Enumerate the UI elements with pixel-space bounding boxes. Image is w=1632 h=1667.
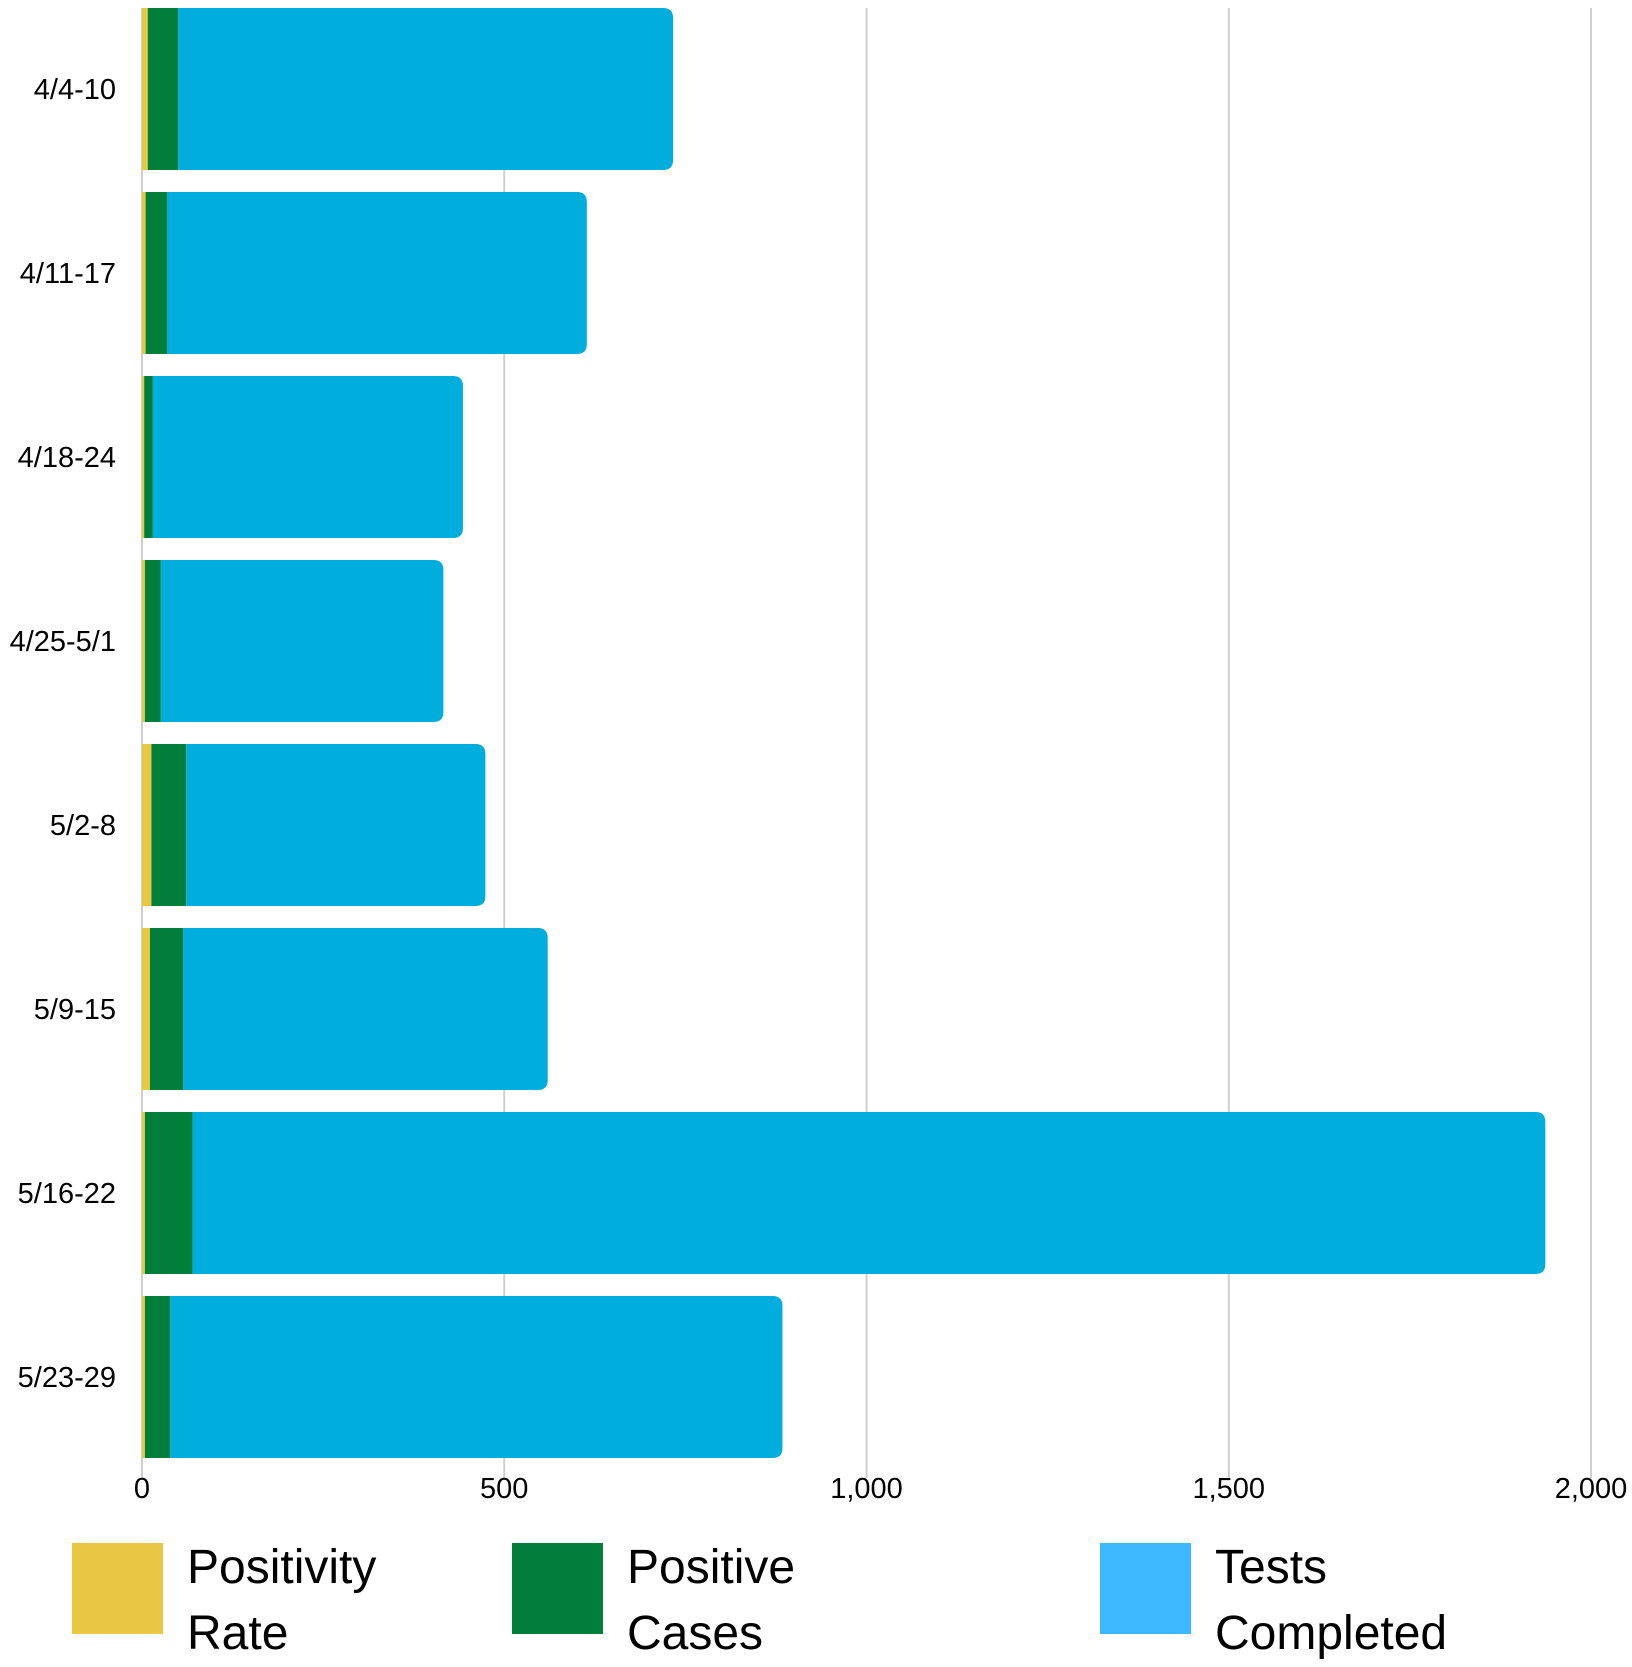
x-tick-label: 1,000: [830, 1473, 903, 1505]
bar-segment-tests-completed: [192, 1112, 1546, 1274]
x-tick-label: 1,500: [1192, 1473, 1265, 1505]
bar-segment-positivity-rate: [142, 376, 145, 538]
stacked-bar-chart: 4/4-10 4/11-17 4/18-24 4/25-5/1 5/2-8 5/9-15 5…: [10, 8, 1627, 1505]
bar-segment-tests-completed: [152, 376, 463, 538]
x-tick-label: 500: [480, 1473, 528, 1505]
bar-segment-positivity-rate: [142, 744, 152, 906]
x-axis-tick-labels: 0 500 1,000 1,500 2,000: [134, 1473, 1627, 1505]
bar-segment-tests-completed: [167, 192, 587, 354]
category-label: 4/11-17: [20, 258, 116, 290]
bar-segment-positive-cases: [147, 8, 179, 170]
bar-segment-positive-cases: [144, 1112, 193, 1274]
legend: Positivity Rate Positive Cases Tests Com…: [0, 1535, 1632, 1661]
bar-segment-tests-completed: [178, 8, 674, 170]
legend-label-line: Tests: [1215, 1541, 1328, 1594]
bar-segment-tests-completed: [170, 1296, 783, 1458]
category-label: 4/4-10: [34, 74, 116, 106]
bar-segment-positivity-rate: [142, 8, 148, 170]
bar-segment-positive-cases: [149, 928, 184, 1090]
bar-segment-positivity-rate: [142, 928, 150, 1090]
category-label: 5/9-15: [34, 994, 116, 1026]
category-label: 4/25-5/1: [10, 626, 116, 658]
x-tick-label: 0: [134, 1473, 150, 1505]
legend-swatch-positivity-rate: [72, 1543, 163, 1634]
bar-segment-positive-cases: [151, 744, 187, 906]
legend-label-positive-cases: Positive Cases: [627, 1535, 887, 1667]
category-label: 5/2-8: [50, 810, 116, 842]
x-tick-label: 2,000: [1555, 1473, 1628, 1505]
legend-swatch-tests-completed: [1100, 1543, 1191, 1634]
legend-label-line: Cases: [627, 1607, 764, 1660]
bar-segment-positive-cases: [144, 376, 153, 538]
legend-label-line: Completed: [1215, 1607, 1448, 1660]
bar-segment-tests-completed: [160, 560, 444, 722]
category-label: 5/23-29: [18, 1362, 116, 1394]
bar-segment-tests-completed: [183, 928, 548, 1090]
bar-segment-positive-cases: [145, 192, 168, 354]
bar-segment-tests-completed: [186, 744, 486, 906]
category-labels: 4/4-10 4/11-17 4/18-24 4/25-5/1 5/2-8 5/9-15 5…: [10, 74, 116, 1394]
legend-label-tests-completed: Tests Completed: [1215, 1535, 1475, 1667]
legend-label-line: Positivity: [187, 1541, 377, 1594]
bar-segment-positive-cases: [144, 1296, 171, 1458]
category-label: 5/16-22: [18, 1178, 116, 1210]
legend-label-line: Positive: [627, 1541, 796, 1594]
legend-swatch-positive-cases: [512, 1543, 603, 1634]
bar-segment-positivity-rate: [142, 1112, 145, 1274]
bar-segment-positivity-rate: [142, 192, 146, 354]
bars: [142, 8, 1546, 1458]
bar-segment-positive-cases: [144, 560, 161, 722]
bar-segment-positivity-rate: [142, 560, 145, 722]
legend-label-line: Rate: [187, 1607, 289, 1660]
legend-label-positivity-rate: Positivity Rate: [187, 1535, 447, 1667]
bar-segment-positivity-rate: [142, 1296, 145, 1458]
category-label: 4/18-24: [18, 442, 116, 474]
